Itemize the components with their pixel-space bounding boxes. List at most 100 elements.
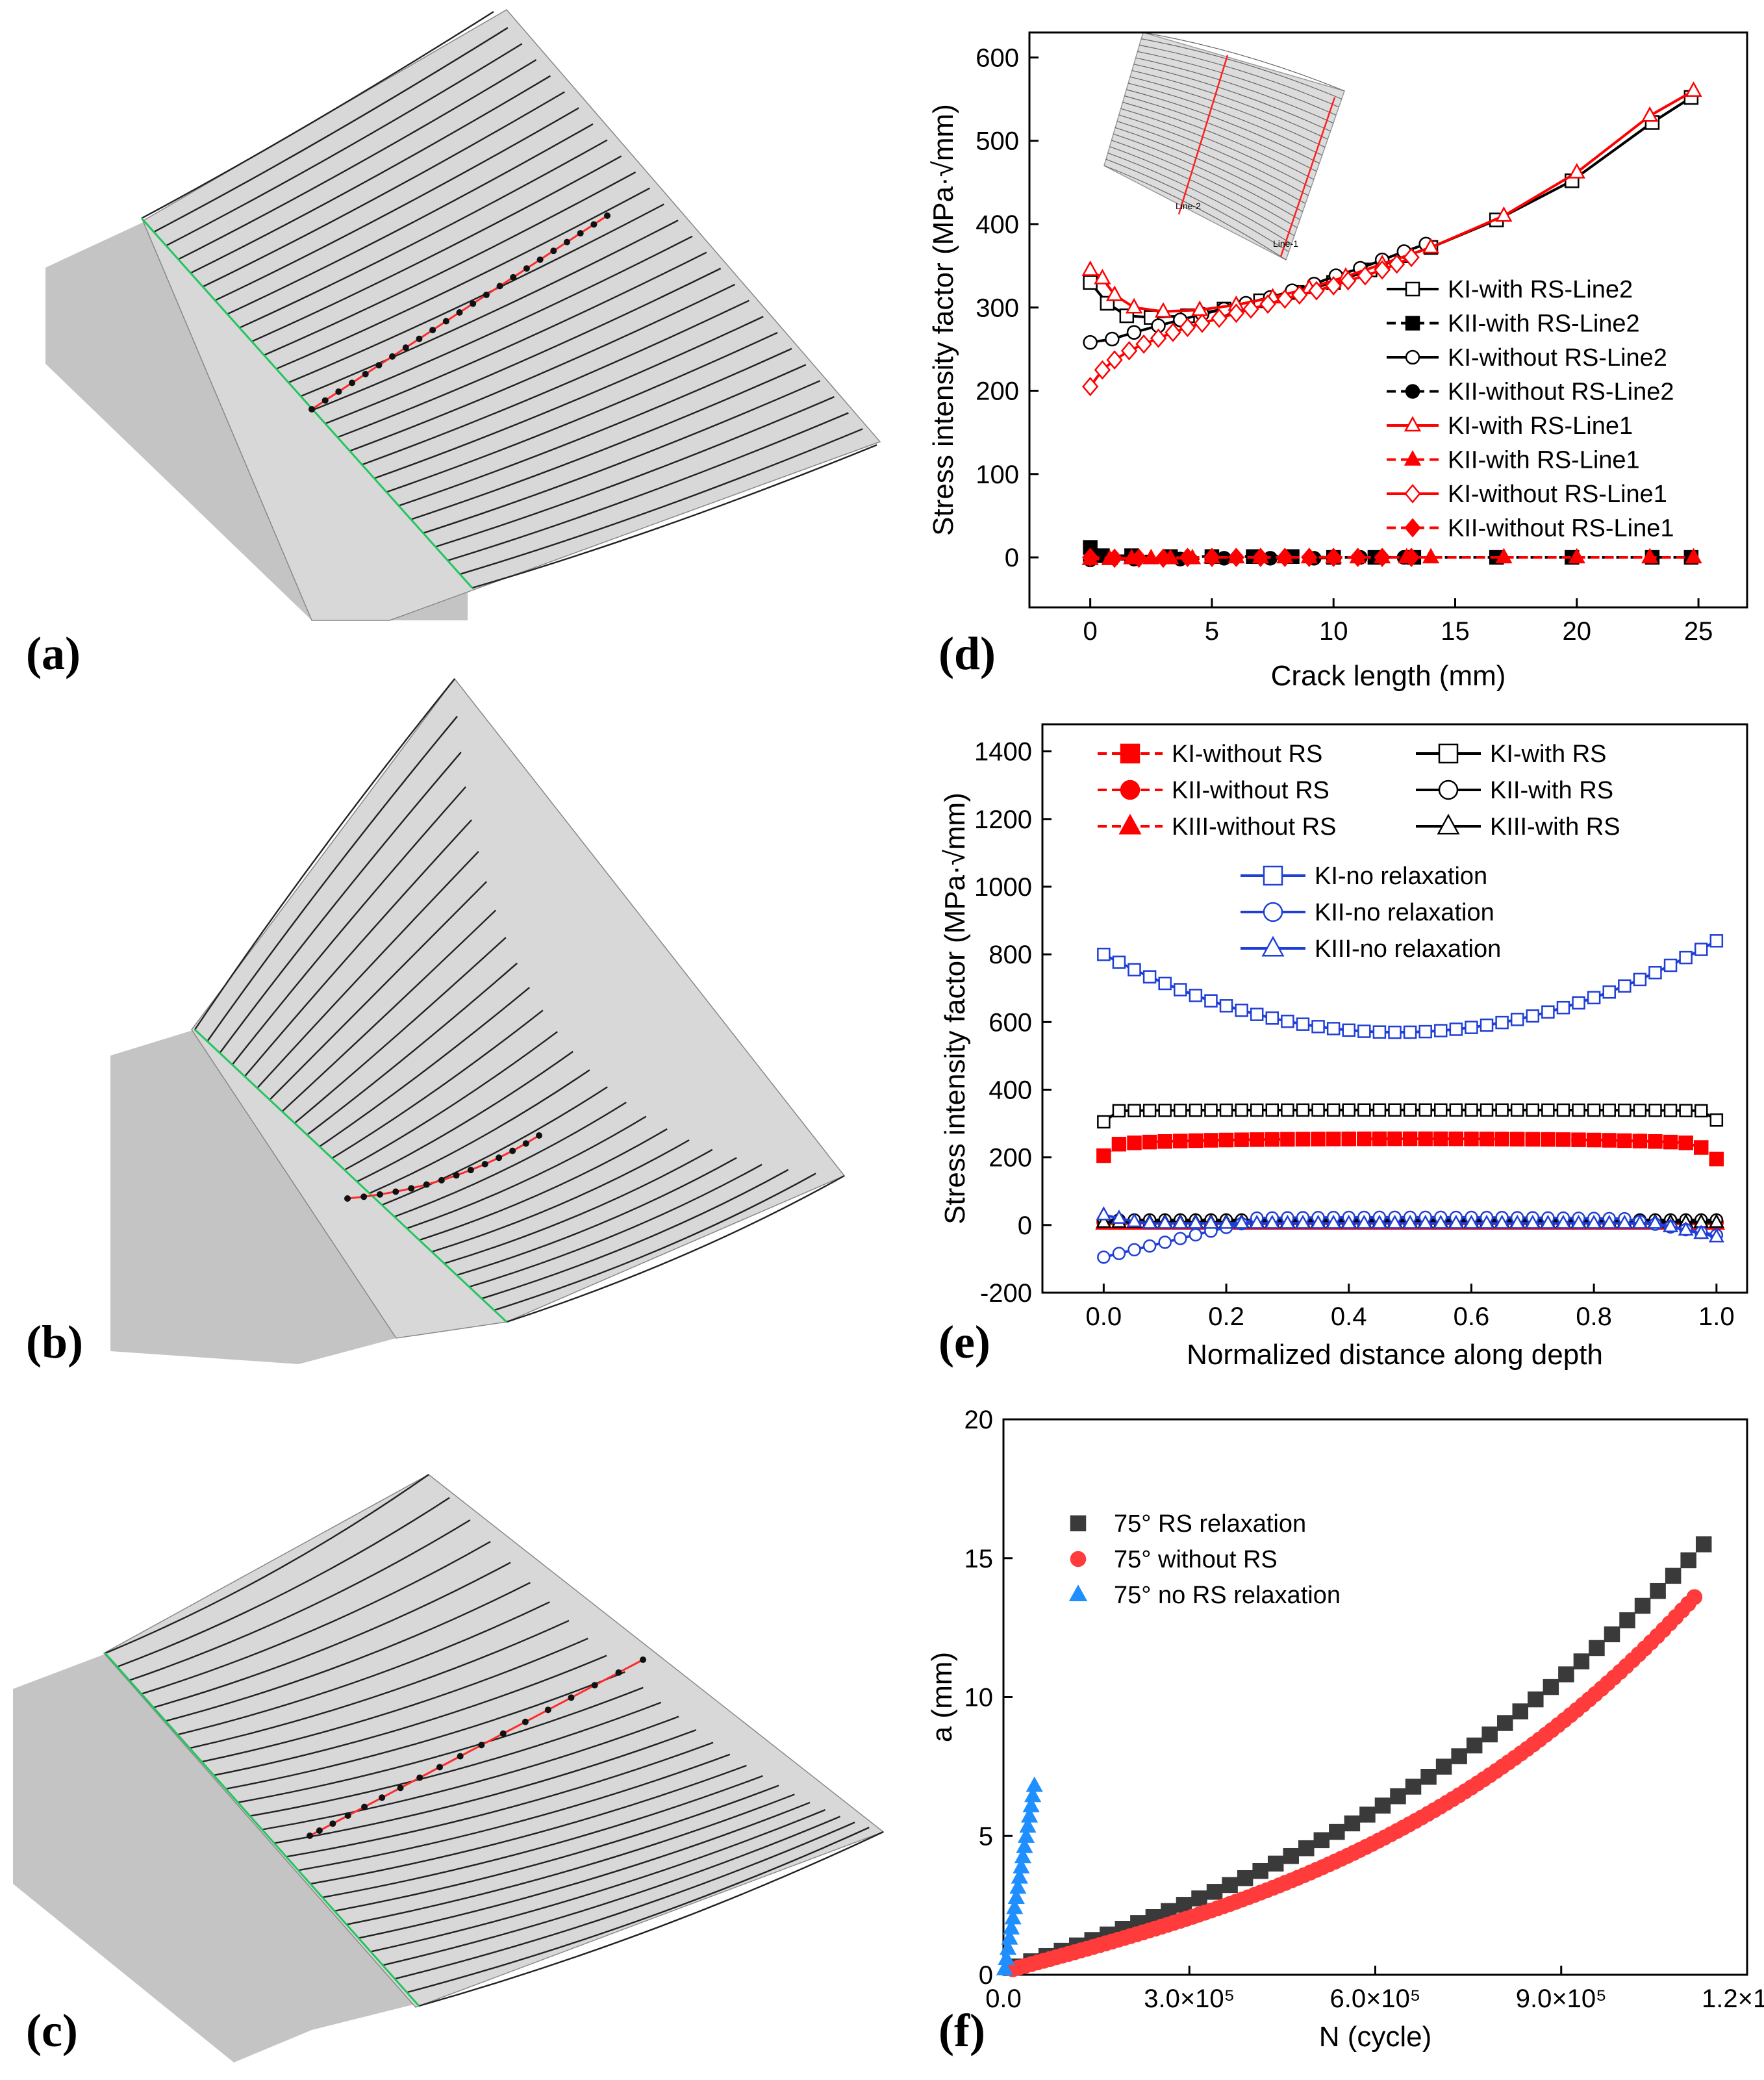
marker-square <box>1648 966 1662 980</box>
crack-path-node <box>392 1188 399 1195</box>
marker-diamond <box>1106 548 1123 568</box>
marker-square <box>1480 1018 1494 1032</box>
y-tick-label: 500 <box>976 127 1019 156</box>
y-tick-label: 200 <box>976 377 1019 406</box>
marker-square <box>1174 1103 1187 1117</box>
crack-path-node <box>496 283 503 290</box>
legend-label: KI-no relaxation <box>1315 863 1487 890</box>
marker-square <box>1173 1134 1188 1148</box>
marker-square <box>1633 1103 1647 1117</box>
marker-diamond <box>1340 271 1357 291</box>
marker-circle <box>1097 1250 1111 1264</box>
marker-square <box>1359 1807 1376 1823</box>
marker-square <box>1403 1025 1417 1039</box>
marker-square <box>1465 1021 1478 1034</box>
marker-diamond <box>1388 254 1405 274</box>
x-tick-label: 9.0×10⁵ <box>1516 1985 1607 2013</box>
marker-square <box>1650 1582 1666 1599</box>
marker-triangle <box>996 1959 1014 1975</box>
x-tick-label: 0.6 <box>1454 1302 1490 1331</box>
marker-square <box>1142 1134 1157 1150</box>
marker-square <box>1191 1890 1207 1907</box>
x-tick-label: 6.0×10⁵ <box>1329 1985 1420 2013</box>
mesh-crack-line <box>419 1128 668 1241</box>
inset-mesh-line <box>1105 159 1289 253</box>
crack-path-node <box>544 1706 551 1714</box>
mesh-crack-line <box>201 1638 588 1763</box>
legend-label: KI-without RS-Line2 <box>1448 344 1667 372</box>
marker-square <box>1633 972 1647 987</box>
panel-label-b: (b) <box>26 1316 83 1368</box>
mesh-crack-line <box>456 1157 737 1276</box>
y-tick-label: 20 <box>964 1406 994 1434</box>
inset-mesh-line <box>1129 76 1326 148</box>
marker-triangle <box>1437 813 1460 835</box>
marker-square <box>1435 1758 1452 1775</box>
marker-circle <box>1158 1236 1172 1249</box>
marker-square <box>1449 1103 1463 1117</box>
x-tick-label: 3.0×10⁵ <box>1144 1985 1235 2013</box>
mesh-crack-line <box>251 155 622 342</box>
marker-diamond <box>1404 518 1421 538</box>
marker-diamond <box>1179 318 1196 337</box>
marker-square <box>1128 1104 1141 1117</box>
marker-circle <box>1120 780 1140 800</box>
panel-c-crack-mesh-illustration <box>13 1474 885 2062</box>
marker-diamond <box>1242 299 1259 319</box>
mesh-crack-line <box>319 987 530 1147</box>
marker-triangle <box>1007 1888 1025 1904</box>
marker-square <box>1466 1737 1483 1754</box>
marker-square <box>1158 976 1172 991</box>
mesh-crack-line <box>238 1686 644 1803</box>
crack-path-node <box>590 221 598 228</box>
mesh-crack-line <box>249 1701 662 1817</box>
marker-triangle <box>1191 300 1209 316</box>
marker-square <box>1679 950 1693 965</box>
marker-triangle <box>1172 1214 1189 1229</box>
marker-square <box>1112 1104 1126 1118</box>
marker-triangle <box>1014 1847 1032 1864</box>
crack-path-node <box>615 1669 622 1676</box>
marker-square <box>1556 1132 1571 1147</box>
mesh-crack-line <box>281 909 496 1112</box>
marker-square <box>1509 1132 1525 1147</box>
marker-diamond <box>1325 275 1342 296</box>
marker-square <box>1494 1132 1509 1147</box>
mesh-crack-line <box>459 428 863 576</box>
crack-path-node <box>423 1181 430 1188</box>
panel-label-c: (c) <box>26 2005 78 2057</box>
crack-front-line <box>140 217 473 589</box>
mesh-crack-line <box>300 220 679 398</box>
marker-triangle <box>1685 81 1702 97</box>
marker-square <box>1602 1133 1617 1148</box>
crack-path-node <box>577 230 584 237</box>
legend-label: KI-without RS <box>1172 741 1322 768</box>
marker-square <box>1265 1011 1279 1025</box>
crack-path-node <box>453 1172 460 1179</box>
marker-diamond <box>1094 360 1111 380</box>
marker-square <box>1556 1103 1570 1117</box>
crack-path-node <box>316 1827 323 1834</box>
marker-square <box>1188 1133 1203 1148</box>
marker-square <box>1311 1132 1326 1147</box>
marker-triangle <box>1157 1214 1173 1229</box>
marker-square <box>1326 1103 1341 1117</box>
marker-square <box>1526 1103 1540 1117</box>
marker-diamond <box>1203 548 1220 567</box>
marker-triangle <box>1708 1213 1724 1228</box>
marker-triangle <box>1568 548 1585 564</box>
crack-path-node <box>344 1195 351 1202</box>
mesh-crack-line <box>117 1497 450 1668</box>
marker-square <box>1528 1691 1544 1708</box>
marker-circle <box>1083 335 1098 350</box>
marker-square <box>1341 1131 1356 1147</box>
crack-path-node <box>416 1774 423 1781</box>
mesh-crack-line <box>506 1174 845 1323</box>
mesh-crack-line <box>213 1655 607 1777</box>
marker-triangle <box>1586 1214 1602 1229</box>
marker-square <box>1281 1015 1294 1028</box>
y-tick-label: 1000 <box>974 873 1032 902</box>
marker-square <box>1449 1022 1463 1036</box>
marker-triangle <box>1422 548 1440 564</box>
marker-square <box>1388 1025 1402 1039</box>
